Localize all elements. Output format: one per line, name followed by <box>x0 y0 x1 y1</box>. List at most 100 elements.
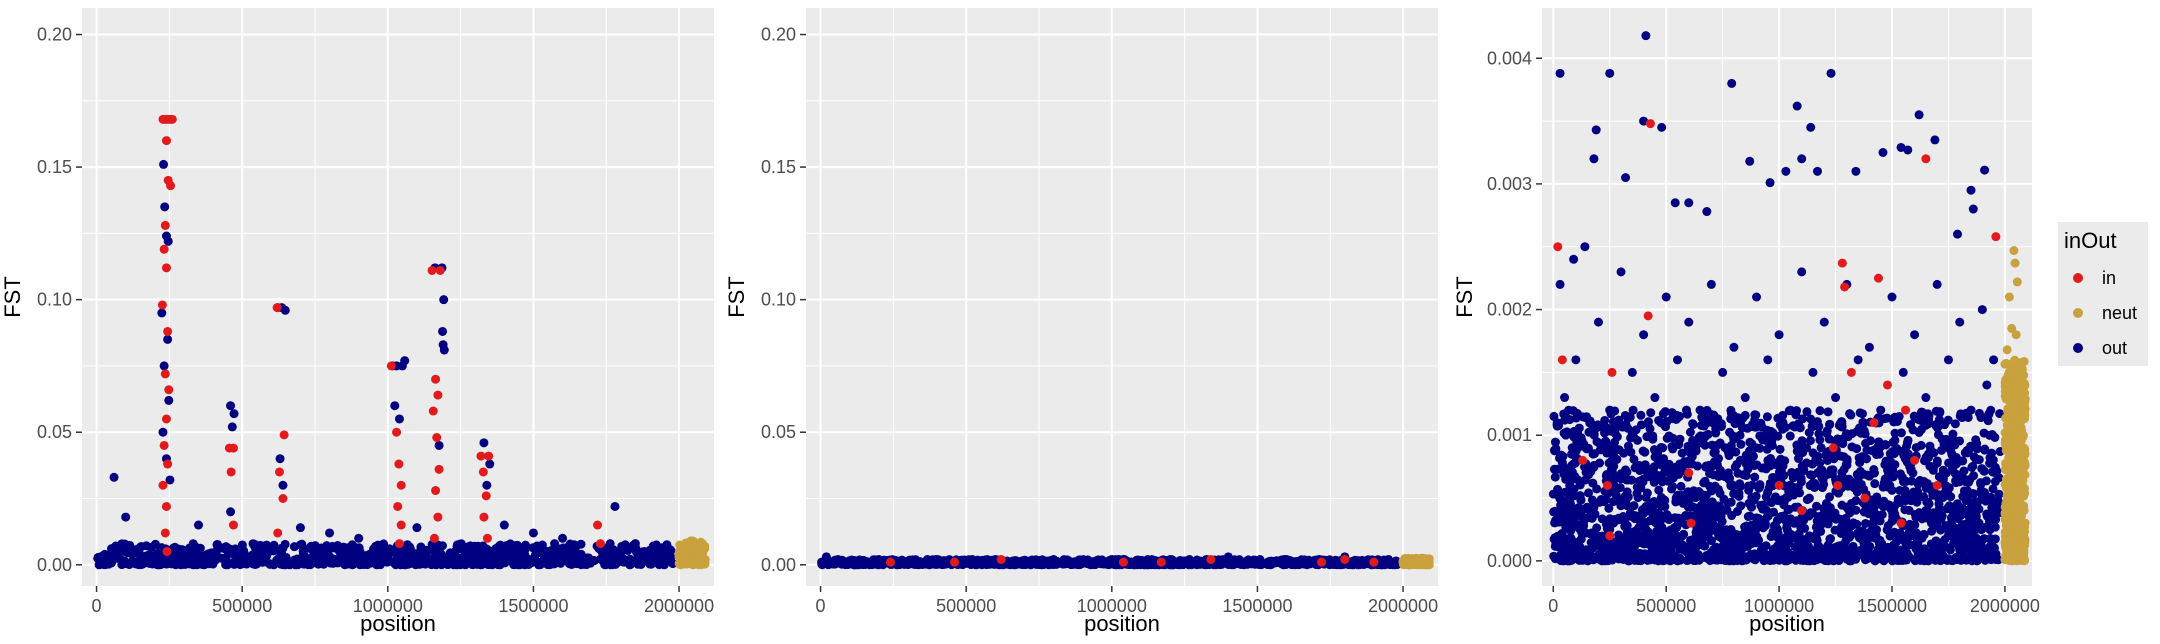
out-cloud-point <box>1896 495 1906 505</box>
out-cloud-point <box>1640 447 1650 457</box>
out-point <box>160 202 170 212</box>
in-point <box>429 533 439 543</box>
out-cloud-point <box>1937 511 1947 521</box>
out-cloud-point <box>521 558 531 568</box>
out-cloud-point <box>1984 554 1994 564</box>
out-cloud-point <box>1549 411 1559 421</box>
out-cloud-point <box>1636 410 1646 420</box>
out-point <box>229 409 239 419</box>
x-tick-label: 0 <box>1548 596 1558 616</box>
neut-points-cloud <box>2000 355 2030 566</box>
out-cloud-point <box>1660 495 1670 505</box>
out-cloud-point <box>1614 530 1624 540</box>
out-cloud-point <box>1950 419 1960 429</box>
out-cloud-point <box>1814 429 1824 439</box>
out-cloud-point <box>1862 445 1872 455</box>
out-cloud-point <box>1087 557 1097 567</box>
out-cloud-point <box>1980 444 1990 454</box>
out-cloud-point <box>1811 534 1821 544</box>
out-cloud-point <box>1755 431 1765 441</box>
out-cloud-point <box>1754 535 1764 545</box>
out-point <box>439 345 449 355</box>
out-cloud-point <box>1716 421 1726 431</box>
in-point <box>161 414 171 424</box>
out-cloud-point <box>1768 545 1778 555</box>
out-cloud-point <box>1919 529 1929 539</box>
out-cloud-point <box>1779 511 1789 521</box>
out-cloud-point <box>1976 413 1986 423</box>
out-cloud-point <box>1874 538 1884 548</box>
out-cloud-point <box>1851 496 1861 506</box>
out-point <box>354 533 364 543</box>
out-cloud-point <box>1654 485 1664 495</box>
out-cloud-point <box>1788 421 1798 431</box>
out-cloud-point <box>1668 482 1678 492</box>
out-cloud-point <box>1685 535 1695 545</box>
out-cloud-point <box>331 557 341 567</box>
out-cloud-point <box>467 549 477 559</box>
out-cloud-point <box>1775 444 1785 454</box>
out-cloud-point <box>1758 504 1768 514</box>
out-cloud-point <box>1585 549 1595 559</box>
out-cloud-point <box>1348 556 1358 566</box>
in-point <box>434 464 444 474</box>
out-cloud-point <box>1921 505 1931 515</box>
out-point <box>932 554 942 564</box>
y-tick-label: 0.000 <box>1487 551 1532 571</box>
out-cloud-point <box>1882 475 1892 485</box>
out-point <box>280 305 290 315</box>
out-cloud-point <box>1775 420 1785 430</box>
out-cloud-point <box>1969 452 1979 462</box>
out-cloud-point <box>117 560 127 570</box>
out-cloud-point <box>1948 429 1958 439</box>
out-cloud-point <box>1643 418 1653 428</box>
x-tick-label: 2000000 <box>1368 596 1438 616</box>
in-point <box>162 547 172 557</box>
out-cloud-point <box>365 557 375 567</box>
in-point <box>393 501 403 511</box>
out-cloud-point <box>1700 440 1710 450</box>
out-point <box>109 472 119 482</box>
out-cloud-point <box>1935 407 1945 417</box>
out-cloud-point <box>1550 506 1560 516</box>
out-cloud-point <box>1735 482 1745 492</box>
out-cloud-point <box>1877 510 1887 520</box>
in-point <box>595 539 605 549</box>
out-cloud-point <box>1709 410 1719 420</box>
panel-background <box>806 8 1438 586</box>
out-cloud-point <box>1956 510 1966 520</box>
out-cloud-point <box>1861 518 1871 528</box>
out-cloud-point <box>1704 552 1714 562</box>
out-cloud-point <box>1737 544 1747 554</box>
out-cloud-point <box>103 557 113 567</box>
out-cloud-point <box>1920 456 1930 466</box>
out-cloud-point <box>1628 538 1638 548</box>
out-cloud-point <box>1802 458 1812 468</box>
x-axis-title: position <box>1084 611 1160 636</box>
out-cloud-point <box>1884 460 1894 470</box>
out-cloud-point <box>1705 527 1715 537</box>
out-cloud-point <box>1769 507 1779 517</box>
out-point <box>1107 554 1117 564</box>
out-cloud-point <box>1750 472 1760 482</box>
out-cloud-point <box>350 542 360 552</box>
out-cloud-point <box>1813 541 1823 551</box>
out-cloud-point <box>1608 518 1618 528</box>
out-cloud-point <box>1905 540 1915 550</box>
out-cloud-point <box>205 549 215 559</box>
out-point <box>645 547 655 557</box>
out-cloud-point <box>1923 556 1933 566</box>
out-cloud-point <box>1601 471 1611 481</box>
x-tick-label: 1000000 <box>1077 596 1147 616</box>
out-cloud-point <box>914 559 924 569</box>
out-cloud-point <box>577 554 587 564</box>
out-cloud-point <box>1594 438 1604 448</box>
out-cloud-point <box>1785 431 1795 441</box>
out-cloud-point <box>416 542 426 552</box>
out-cloud-point <box>1895 528 1905 538</box>
out-cloud-point <box>1859 539 1869 549</box>
y-tick-label: 0.002 <box>1487 300 1532 320</box>
out-point <box>193 520 203 530</box>
out-cloud-point <box>1581 467 1591 477</box>
out-point <box>1223 552 1233 562</box>
